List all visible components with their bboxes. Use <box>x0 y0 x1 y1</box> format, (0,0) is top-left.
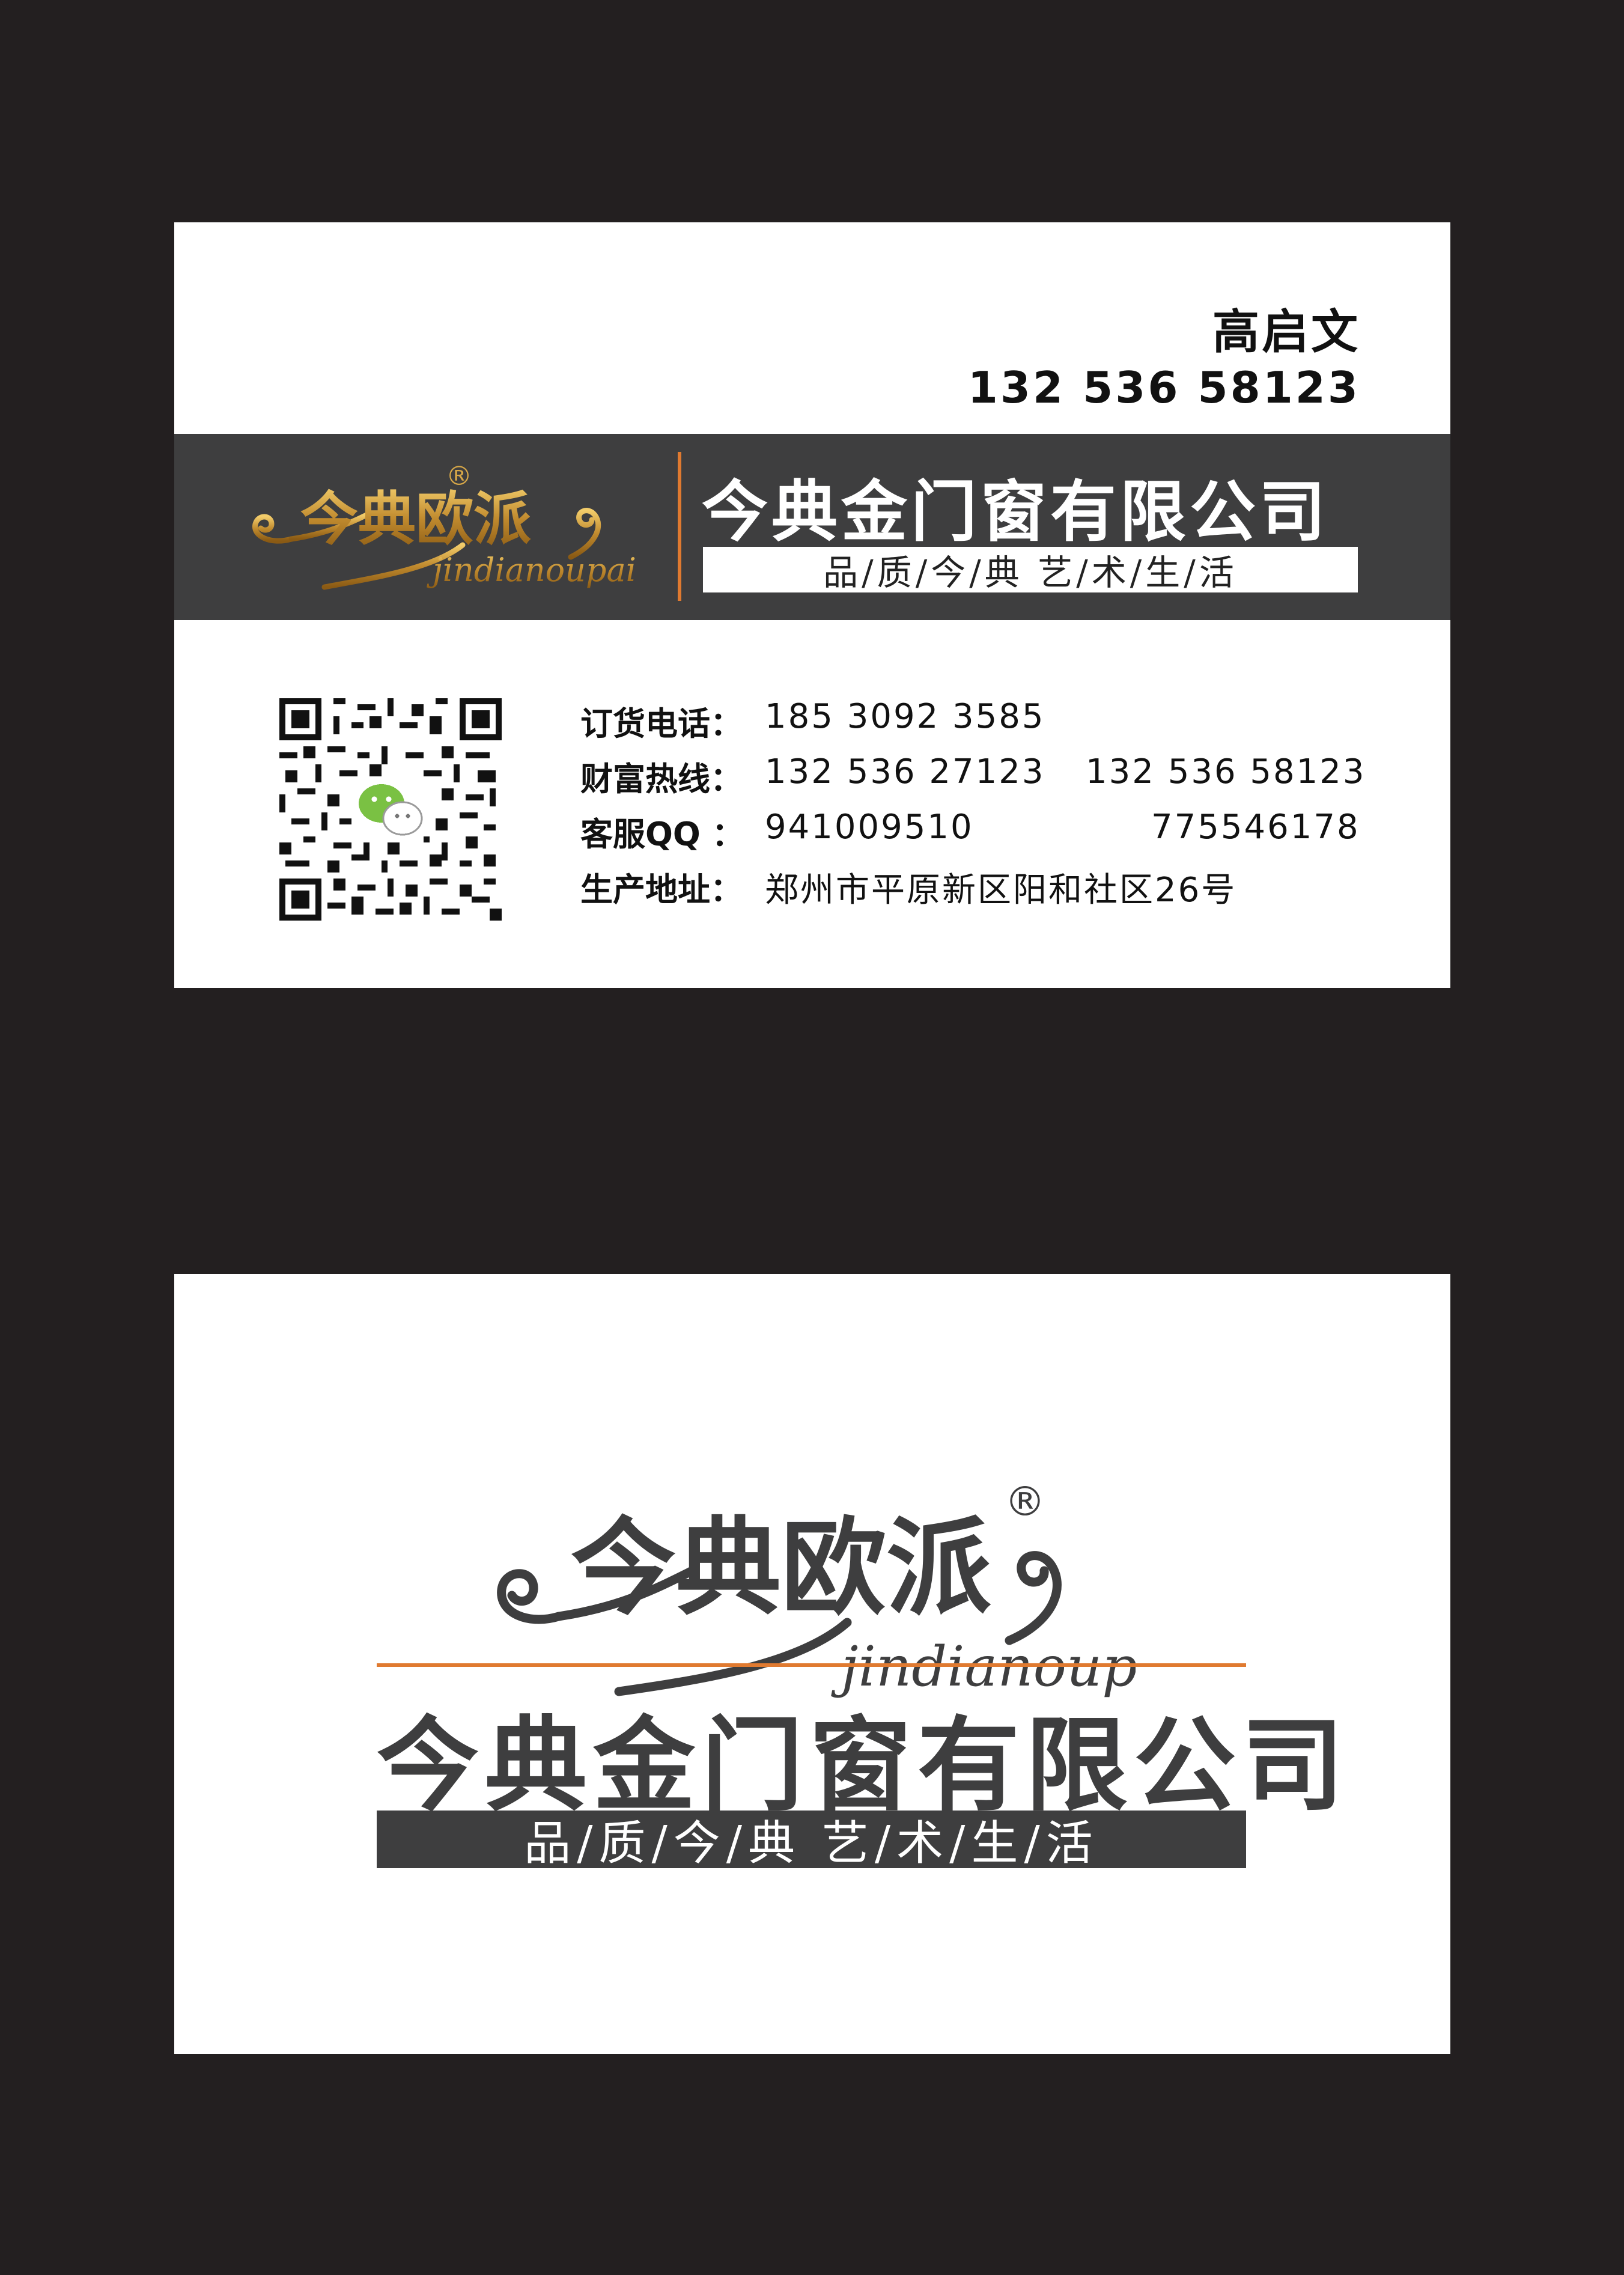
qq-label: 客服QQ ： <box>580 815 744 853</box>
wechat-icon <box>357 776 424 842</box>
logo-chinese-large: 今典欧派 <box>571 1506 991 1630</box>
order-phone-label: 订货电话： <box>580 705 743 743</box>
business-card-front: 高启文 132 536 58123 今典欧派 ® jindianoupai 今典… <box>174 222 1450 988</box>
accent-line <box>377 1663 1246 1667</box>
registered-mark: ® <box>446 461 472 492</box>
brand-logo: 今典欧派 ® jindianoupai <box>252 461 636 590</box>
logo-swash-large <box>497 1551 1062 1696</box>
slogan-text-large: 品/质/今/典 艺/术/生/活 <box>524 1817 1099 1871</box>
slogan-bar: 品/质/今/典 艺/术/生/活 <box>377 1811 1246 1871</box>
logo-swash-left <box>252 508 601 590</box>
registered-mark-large: ® <box>1005 1478 1045 1526</box>
brand-band: 今典欧派 ® jindianoupai 今典金门窗有限公司 品/质/今/典 艺/… <box>174 434 1450 620</box>
address-label: 生产地址： <box>580 871 743 909</box>
company-name-large: 今典金门窗有限公司 <box>377 1707 1351 1826</box>
business-card-back: 今典欧派 ® jindianoupai 今典金门窗有限公司 品/质/今/典 艺/… <box>174 1274 1450 2054</box>
hotline-value-1: 132 536 27123 <box>765 752 1045 791</box>
hotline-value-2: 132 536 58123 <box>1086 752 1366 791</box>
logo-chinese: 今典欧派 <box>300 485 531 553</box>
qq-value-1: 941009510 <box>765 808 974 847</box>
band-divider <box>678 452 681 601</box>
order-phone-value: 185 3092 3585 <box>765 697 1045 736</box>
person-name: 高启文 <box>1212 305 1360 359</box>
slogan-text: 品/质/今/典 艺/术/生/活 <box>823 552 1238 593</box>
slogan-box: 品/质/今/典 艺/术/生/活 <box>703 547 1358 593</box>
company-name: 今典金门窗有限公司 <box>702 474 1329 550</box>
person-phone: 132 536 58123 <box>967 362 1360 413</box>
qq-value-2: 775546178 <box>1151 808 1360 847</box>
logo-pinyin: jindianoupai <box>427 551 636 589</box>
wechat-qr-code <box>279 698 502 921</box>
hotline-label: 财富热线： <box>580 760 743 798</box>
address-value: 郑州市平原新区阳和社区26号 <box>765 871 1237 910</box>
